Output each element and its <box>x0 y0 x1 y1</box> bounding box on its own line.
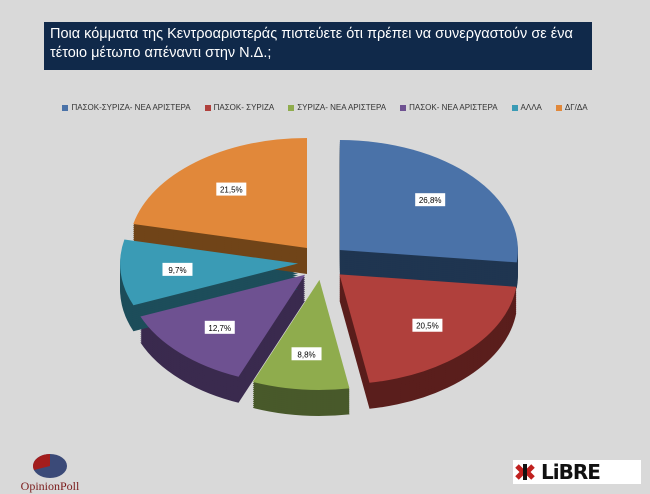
legend-swatch <box>511 104 518 111</box>
legend-label: ΑΛΛΑ <box>520 103 542 112</box>
libre-logo-icon <box>515 464 535 480</box>
data-label: 8,8% <box>297 350 315 359</box>
legend-label: ΔΓ/ΔΑ <box>564 103 588 112</box>
legend-label: ΠΑΣΟΚ-ΣΥΡΙΖΑ- ΝΕΑ ΑΡΙΣΤΕΡΑ <box>71 103 191 112</box>
data-label: 21,5% <box>220 186 243 195</box>
legend-label: ΠΑΣΟΚ- ΝΕΑ ΑΡΙΣΤΕΡΑ <box>409 103 498 112</box>
data-label-box <box>412 318 443 332</box>
legend-item: ΔΓ/ΔΑ <box>555 103 588 112</box>
opinionpoll-logo-text: OpinionPoll <box>20 479 80 493</box>
legend-item: ΠΑΣΟΚ-ΣΥΡΙΖΑ- ΝΕΑ ΑΡΙΣΤΕΡΑ <box>62 103 191 112</box>
data-label: 20,5% <box>416 322 439 331</box>
data-label: 9,7% <box>168 266 186 275</box>
data-label: 12,7% <box>208 324 231 333</box>
data-label-box <box>415 193 446 207</box>
libre-logo: LiBRE <box>513 460 641 484</box>
legend-swatch <box>62 104 69 111</box>
data-label: 26,8% <box>419 196 442 205</box>
legend-label: ΣΥΡΙΖΑ- ΝΕΑ ΑΡΙΣΤΕΡΑ <box>297 103 387 112</box>
legend-swatch <box>288 104 295 111</box>
pie-slice <box>120 239 299 306</box>
data-label-box <box>162 262 193 276</box>
data-label-box <box>291 347 322 361</box>
legend: ΠΑΣΟΚ-ΣΥΡΙΖΑ- ΝΕΑ ΑΡΙΣΤΕΡΑ ΠΑΣΟΚ- ΣΥΡΙΖΑ Σ… <box>0 103 650 112</box>
legend-item: ΑΛΛΑ <box>511 103 542 112</box>
libre-logo-text: LiBRE <box>541 460 601 484</box>
data-label-box <box>216 182 247 196</box>
legend-item: ΠΑΣΟΚ- ΝΕΑ ΑΡΙΣΤΕΡΑ <box>400 103 498 112</box>
legend-label: ΠΑΣΟΚ- ΣΥΡΙΖΑ <box>213 103 275 112</box>
legend-swatch <box>204 104 211 111</box>
opinionpoll-logo-icon <box>33 454 67 478</box>
legend-swatch <box>400 104 407 111</box>
legend-item: ΣΥΡΙΖΑ- ΝΕΑ ΑΡΙΣΤΕΡΑ <box>288 103 386 112</box>
pie-slice <box>252 279 350 390</box>
legend-item: ΠΑΣΟΚ- ΣΥΡΙΖΑ <box>204 103 275 112</box>
legend-swatch <box>555 104 562 111</box>
chart-title: Ποια κόμματα της Κεντροαριστεράς πιστεύε… <box>44 22 592 70</box>
data-label-box <box>204 320 235 334</box>
